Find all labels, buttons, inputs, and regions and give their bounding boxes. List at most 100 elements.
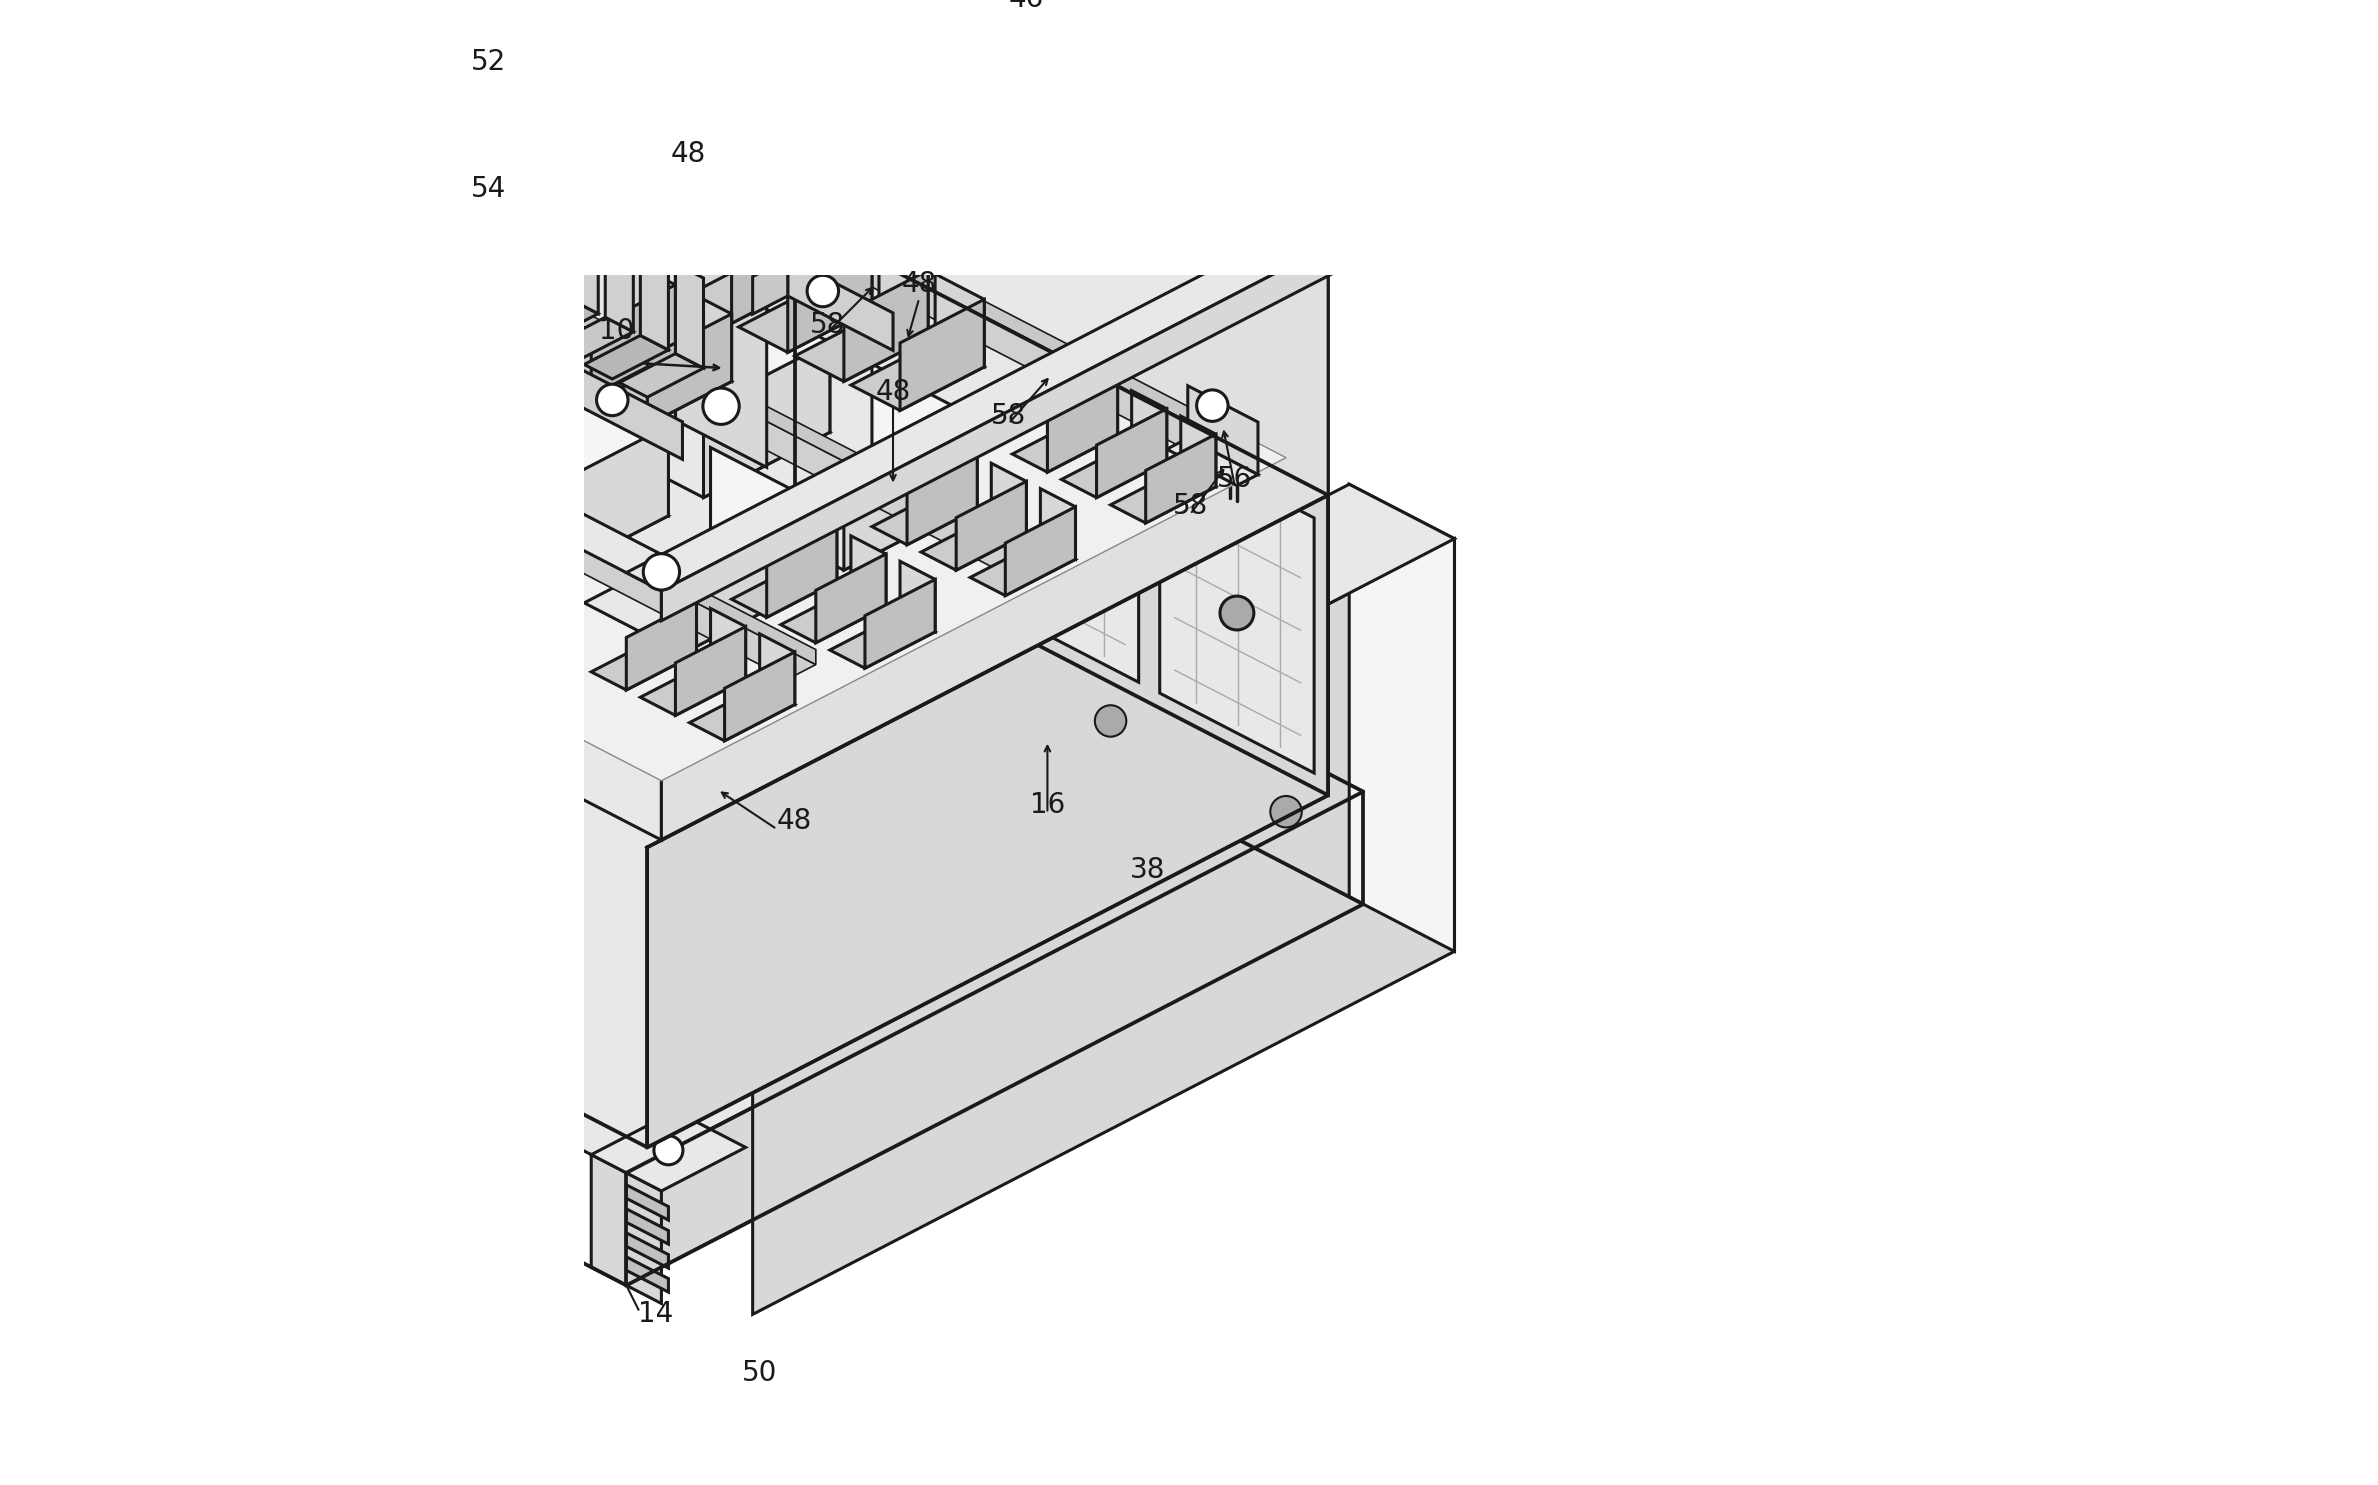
Circle shape <box>1196 391 1227 422</box>
Polygon shape <box>682 254 816 324</box>
Polygon shape <box>1013 417 1118 472</box>
Polygon shape <box>571 374 668 515</box>
Polygon shape <box>873 364 970 505</box>
Polygon shape <box>851 342 984 410</box>
Polygon shape <box>1020 321 1082 429</box>
Polygon shape <box>794 312 927 382</box>
Polygon shape <box>606 227 633 331</box>
Polygon shape <box>1061 443 1168 497</box>
Polygon shape <box>606 382 830 497</box>
Polygon shape <box>1194 413 1258 520</box>
Polygon shape <box>1046 383 1118 472</box>
Polygon shape <box>606 107 633 196</box>
Polygon shape <box>801 511 837 581</box>
Polygon shape <box>625 1256 668 1292</box>
Polygon shape <box>464 49 535 190</box>
Polygon shape <box>1168 487 1258 535</box>
Circle shape <box>1360 184 1396 220</box>
Polygon shape <box>816 306 906 353</box>
Polygon shape <box>625 260 675 352</box>
Polygon shape <box>535 71 564 160</box>
Polygon shape <box>711 447 809 588</box>
Polygon shape <box>625 792 1363 1286</box>
Polygon shape <box>514 298 599 343</box>
Circle shape <box>704 163 740 199</box>
Polygon shape <box>1046 650 1175 792</box>
Polygon shape <box>366 477 471 569</box>
Polygon shape <box>571 209 599 313</box>
Circle shape <box>704 388 740 425</box>
Text: 48: 48 <box>901 270 937 298</box>
Polygon shape <box>809 257 963 591</box>
Polygon shape <box>780 196 1237 447</box>
Polygon shape <box>445 465 668 581</box>
Polygon shape <box>787 241 873 352</box>
Polygon shape <box>625 184 1413 591</box>
Polygon shape <box>984 347 1139 682</box>
Circle shape <box>644 554 680 590</box>
Polygon shape <box>535 192 564 296</box>
Text: 48: 48 <box>778 808 813 835</box>
Polygon shape <box>942 438 977 508</box>
Circle shape <box>744 508 775 536</box>
Polygon shape <box>1348 484 1455 952</box>
Polygon shape <box>766 483 837 633</box>
Polygon shape <box>43 252 697 591</box>
Polygon shape <box>844 270 927 382</box>
Polygon shape <box>711 609 747 679</box>
Polygon shape <box>873 490 977 545</box>
Polygon shape <box>844 230 906 339</box>
Polygon shape <box>478 146 564 190</box>
Polygon shape <box>880 245 927 339</box>
Polygon shape <box>682 499 809 653</box>
Polygon shape <box>625 1209 668 1244</box>
Text: 56: 56 <box>1218 465 1253 493</box>
Polygon shape <box>331 477 366 532</box>
Polygon shape <box>906 456 977 545</box>
Polygon shape <box>690 686 794 741</box>
Polygon shape <box>1132 391 1168 462</box>
Polygon shape <box>1096 408 1168 497</box>
Polygon shape <box>851 536 887 606</box>
Polygon shape <box>592 1111 747 1191</box>
Polygon shape <box>1187 386 1258 475</box>
Text: 58: 58 <box>809 310 844 339</box>
Polygon shape <box>830 613 935 668</box>
Polygon shape <box>43 0 830 290</box>
Circle shape <box>1220 595 1253 630</box>
Polygon shape <box>640 245 668 350</box>
Polygon shape <box>970 541 1075 595</box>
Polygon shape <box>592 636 697 691</box>
Polygon shape <box>647 484 1455 901</box>
Polygon shape <box>478 281 564 325</box>
Polygon shape <box>747 454 970 570</box>
Text: 54: 54 <box>471 175 507 203</box>
Circle shape <box>597 385 628 416</box>
Polygon shape <box>549 318 633 361</box>
Text: 50: 50 <box>742 1359 778 1387</box>
Polygon shape <box>514 163 599 208</box>
Polygon shape <box>592 285 675 396</box>
Polygon shape <box>759 634 794 704</box>
Polygon shape <box>592 1155 661 1304</box>
Polygon shape <box>675 120 766 468</box>
Polygon shape <box>732 291 830 432</box>
Polygon shape <box>766 187 816 279</box>
Polygon shape <box>599 356 732 425</box>
Polygon shape <box>873 560 999 701</box>
Polygon shape <box>542 319 1027 570</box>
Polygon shape <box>801 502 1363 904</box>
Polygon shape <box>732 563 837 618</box>
Polygon shape <box>740 284 873 352</box>
Circle shape <box>1044 505 1077 539</box>
Polygon shape <box>661 202 1413 621</box>
Polygon shape <box>794 220 1329 796</box>
Polygon shape <box>899 300 984 410</box>
Polygon shape <box>331 429 816 679</box>
Polygon shape <box>787 258 894 350</box>
Polygon shape <box>899 561 935 633</box>
Text: 52: 52 <box>471 48 507 76</box>
Polygon shape <box>780 588 887 643</box>
Polygon shape <box>992 396 1082 444</box>
Polygon shape <box>823 215 873 309</box>
